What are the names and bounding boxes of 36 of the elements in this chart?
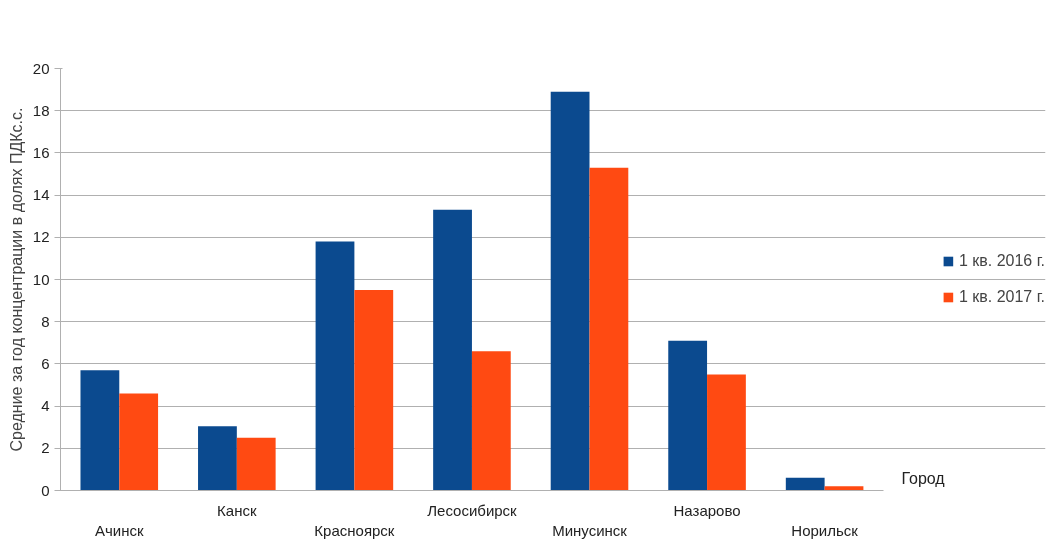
y-tick-label: 0 bbox=[41, 481, 50, 499]
bar bbox=[80, 370, 120, 491]
bar bbox=[315, 241, 355, 491]
x-tick-label: Минусинск bbox=[552, 521, 628, 539]
y-tick-label: 8 bbox=[41, 312, 50, 330]
x-tick-label: Канск bbox=[217, 501, 257, 519]
bar bbox=[119, 393, 159, 491]
y-axis-title: Средние за год концентрации в долях ПДКс.с. bbox=[7, 107, 25, 452]
bar bbox=[668, 340, 708, 491]
y-tick-label: 14 bbox=[32, 186, 50, 204]
bar bbox=[354, 290, 394, 491]
bar bbox=[550, 91, 590, 491]
bar bbox=[471, 351, 511, 491]
y-tick-label: 2 bbox=[41, 439, 50, 457]
bar bbox=[589, 167, 629, 491]
x-tick-label: Лесосибирск bbox=[427, 501, 518, 519]
x-tick-label: Норильск bbox=[791, 521, 859, 539]
bar bbox=[433, 209, 472, 491]
bar bbox=[824, 486, 864, 491]
legend-label: 1 кв. 2017 г. bbox=[958, 288, 1045, 306]
x-tick-label: Ачинск bbox=[95, 521, 144, 539]
legend-label: 1 кв. 2016 г. bbox=[958, 252, 1045, 270]
bar bbox=[785, 477, 825, 491]
y-tick-label: 18 bbox=[32, 101, 50, 119]
y-tick-label: 16 bbox=[32, 143, 50, 161]
bar bbox=[198, 426, 237, 491]
x-tick-label: Назарово bbox=[673, 501, 741, 519]
bar bbox=[707, 374, 746, 491]
y-tick-label: 4 bbox=[41, 397, 50, 415]
x-tick-label: Красноярск bbox=[314, 521, 395, 539]
x-axis-title: Город bbox=[901, 469, 946, 487]
bar bbox=[236, 437, 276, 491]
y-tick-label: 10 bbox=[32, 270, 50, 288]
y-tick-label: 6 bbox=[41, 354, 50, 372]
y-tick-label: 20 bbox=[32, 59, 50, 77]
y-tick-label: 12 bbox=[32, 228, 50, 246]
